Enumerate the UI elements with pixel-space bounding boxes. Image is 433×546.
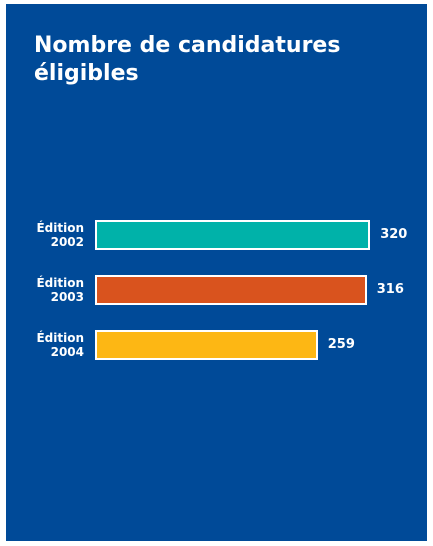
chart-title: Nombre de candidatures éligibles (34, 33, 341, 86)
chart: Nombre de candidatures éligibles 320 Édit… (6, 4, 427, 541)
category-label: Édition 2002 (36, 221, 84, 249)
bar (95, 275, 367, 305)
bar (95, 220, 371, 250)
bar (95, 330, 318, 360)
value-label: 320 (380, 227, 408, 242)
category-label: Édition 2003 (36, 276, 84, 304)
category-label: Édition 2004 (36, 331, 84, 359)
value-label: 259 (327, 337, 355, 352)
value-label: 316 (376, 282, 404, 297)
